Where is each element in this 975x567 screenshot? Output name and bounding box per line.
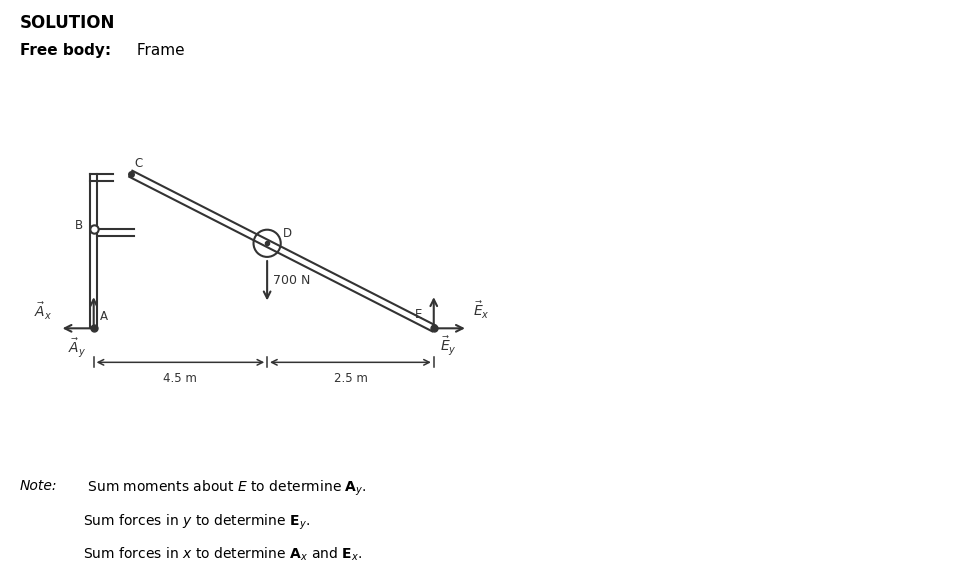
Text: $\vec{A}_x$: $\vec{A}_x$ bbox=[34, 301, 53, 322]
Text: A: A bbox=[99, 310, 108, 323]
Text: Note:: Note: bbox=[20, 479, 57, 493]
Text: Frame: Frame bbox=[132, 43, 184, 57]
Text: 700 N: 700 N bbox=[273, 274, 311, 287]
Text: C: C bbox=[134, 157, 142, 170]
Text: 4.5 m: 4.5 m bbox=[164, 371, 197, 384]
Text: Free body:: Free body: bbox=[20, 43, 110, 57]
Text: $\vec{A}_y$: $\vec{A}_y$ bbox=[68, 336, 86, 359]
Text: $\vec{E}_x$: $\vec{E}_x$ bbox=[473, 300, 489, 321]
Text: Sum moments about $E$ to determine $\mathbf{A}_y$.: Sum moments about $E$ to determine $\mat… bbox=[83, 479, 367, 498]
Text: B: B bbox=[74, 219, 83, 232]
Text: SOLUTION: SOLUTION bbox=[20, 14, 115, 32]
Text: Sum forces in $x$ to determine $\mathbf{A}_x$ and $\mathbf{E}_x$.: Sum forces in $x$ to determine $\mathbf{… bbox=[83, 545, 362, 563]
Text: 2.5 m: 2.5 m bbox=[333, 371, 368, 384]
Text: D: D bbox=[283, 227, 292, 240]
Text: Sum forces in $y$ to determine $\mathbf{E}_y$.: Sum forces in $y$ to determine $\mathbf{… bbox=[83, 513, 310, 532]
Text: E: E bbox=[415, 308, 422, 321]
Text: $\vec{E}_y$: $\vec{E}_y$ bbox=[440, 335, 456, 357]
